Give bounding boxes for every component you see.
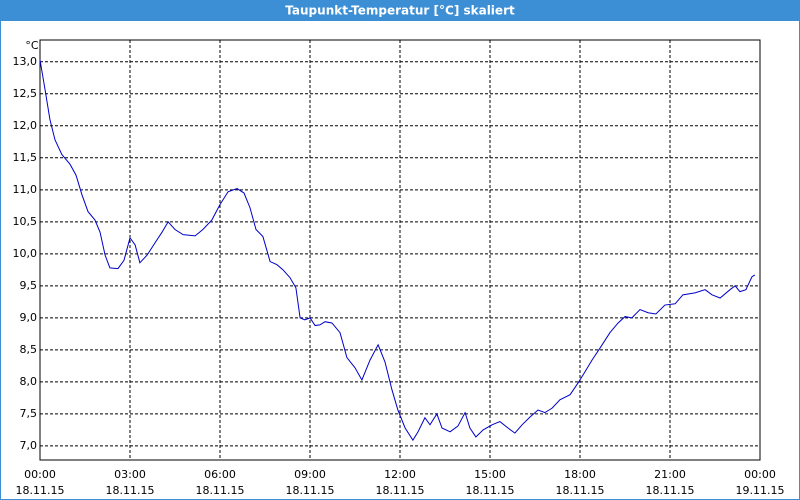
line-series <box>39 59 756 442</box>
y-tick-label: 12,5 <box>13 87 38 100</box>
y-tick-label: 9,0 <box>20 311 38 324</box>
y-tick-label: 8,5 <box>20 343 38 356</box>
x-tick-date: 18.11.15 <box>466 484 515 497</box>
y-tick-label: 9,5 <box>20 279 38 292</box>
x-tick-label: 06:00 <box>204 468 236 481</box>
y-tick-label: 8,0 <box>20 375 38 388</box>
x-tick-date: 18.11.15 <box>376 484 425 497</box>
x-tick-label: 12:00 <box>384 468 416 481</box>
x-tick-label: 00:00 <box>24 468 56 481</box>
x-tick-label: 15:00 <box>474 468 506 481</box>
x-tick-date: 18.11.15 <box>556 484 605 497</box>
y-tick-label: 12,0 <box>13 119 38 132</box>
x-tick-date: 18.11.15 <box>106 484 155 497</box>
y-tick-label: 11,0 <box>13 183 38 196</box>
title-bar <box>0 0 800 21</box>
y-tick-label: 11,5 <box>13 151 38 164</box>
chart-title: Taupunkt-Temperatur [°C] skaliert <box>285 4 515 18</box>
x-tick-label: 09:00 <box>294 468 326 481</box>
x-tick-label: 00:00 <box>744 468 776 481</box>
x-tick-date: 18.11.15 <box>196 484 245 497</box>
y-unit: °C <box>25 39 39 52</box>
x-tick-label: 03:00 <box>114 468 146 481</box>
y-tick-label: 13,0 <box>13 55 38 68</box>
x-tick-label: 18:00 <box>564 468 596 481</box>
y-tick-label: 10,5 <box>13 215 38 228</box>
y-tick-label: 7,5 <box>20 407 38 420</box>
x-tick-date: 18.11.15 <box>16 484 65 497</box>
x-tick-date: 19.11.15 <box>736 484 785 497</box>
x-tick-date: 18.11.15 <box>286 484 335 497</box>
x-tick-label: 21:00 <box>654 468 686 481</box>
y-tick-label: 10,0 <box>13 247 38 260</box>
x-tick-date: 18.11.15 <box>646 484 695 497</box>
y-tick-label: 7,0 <box>20 439 38 452</box>
